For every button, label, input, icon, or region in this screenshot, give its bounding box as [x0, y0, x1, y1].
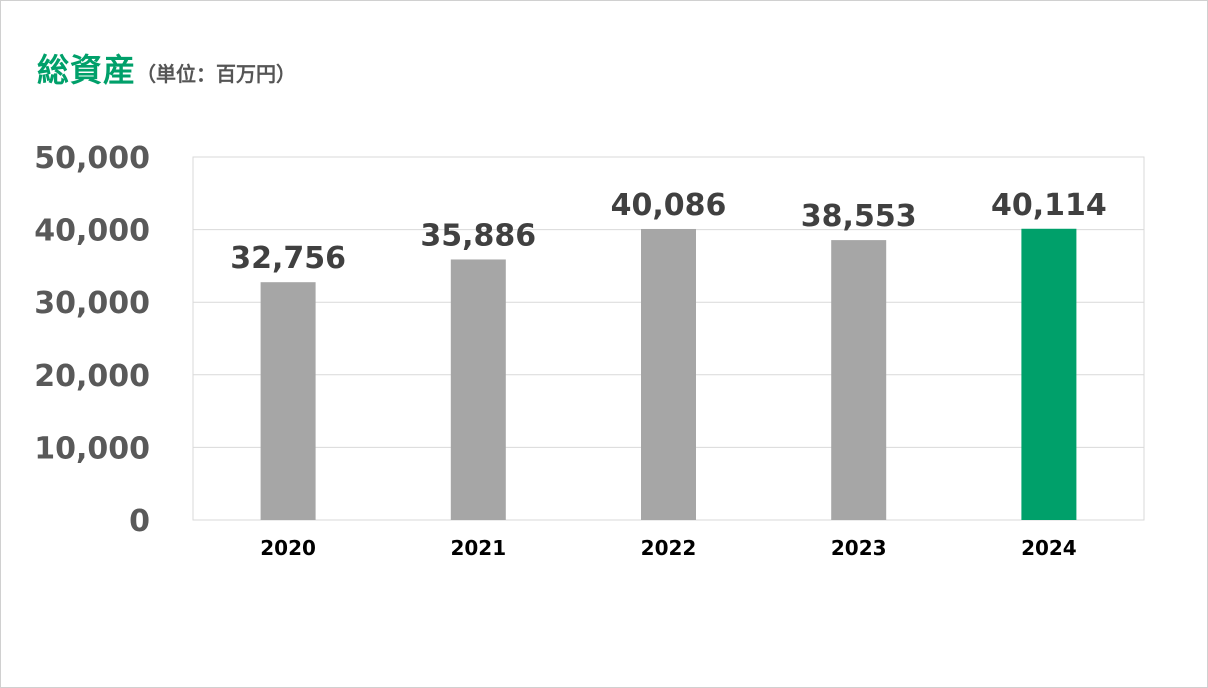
data-label-2023: 38,553 — [801, 199, 917, 234]
y-tick-label: 20,000 — [34, 359, 150, 394]
data-label-2020: 32,756 — [230, 241, 346, 276]
chart-subtitle: （単位：百万円） — [136, 62, 297, 86]
x-tick-label-2022: 2022 — [641, 536, 697, 560]
y-tick-label: 50,000 — [34, 141, 150, 176]
bar-2021 — [450, 259, 506, 520]
data-label-2024: 40,114 — [991, 188, 1107, 223]
bar-2020 — [260, 282, 316, 520]
x-tick-label-2024: 2024 — [1021, 536, 1077, 560]
x-tick-label-2023: 2023 — [831, 536, 887, 560]
y-tick-label: 0 — [129, 504, 150, 539]
data-label-2021: 35,886 — [420, 218, 536, 253]
chart-title: 総資産 — [37, 51, 137, 89]
y-tick-label: 30,000 — [34, 286, 150, 321]
data-label-2022: 40,086 — [611, 188, 727, 223]
x-tick-label-2020: 2020 — [260, 536, 316, 560]
y-tick-label: 40,000 — [34, 214, 150, 249]
y-tick-label: 10,000 — [34, 431, 150, 466]
bar-2023 — [831, 240, 887, 520]
chart-title-block: 総資産（単位：百万円） — [37, 45, 296, 91]
x-tick-label-2021: 2021 — [450, 536, 506, 560]
bar-2024 — [1021, 228, 1077, 521]
bar-2022 — [641, 228, 696, 520]
